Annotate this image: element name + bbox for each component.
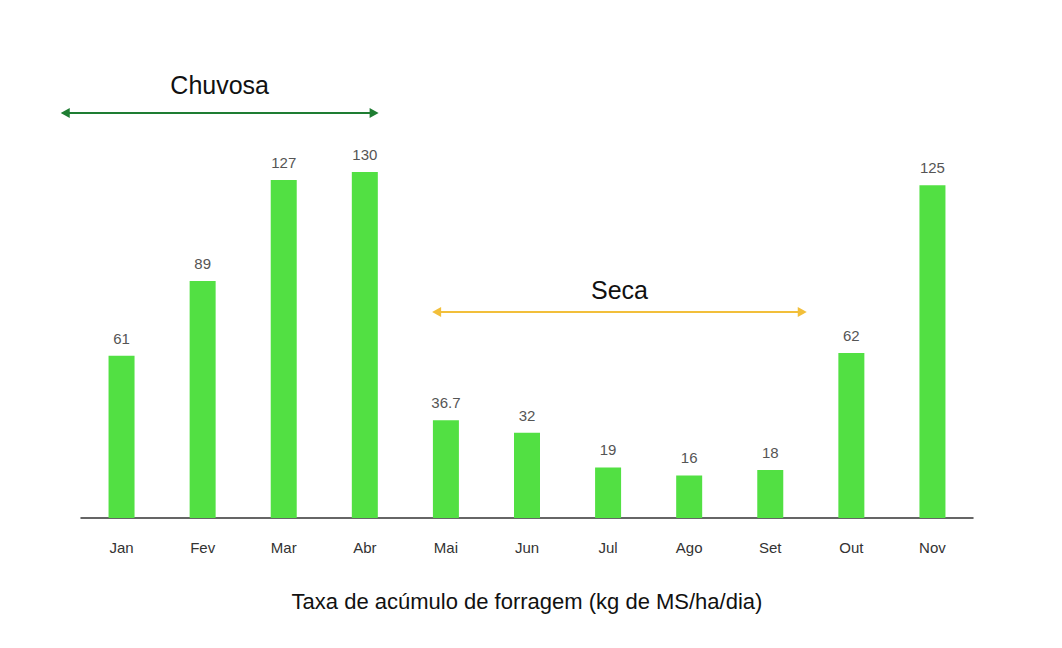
svg-text:16: 16: [681, 449, 698, 466]
svg-text:127: 127: [271, 154, 296, 171]
svg-text:19: 19: [600, 441, 617, 458]
svg-text:32: 32: [519, 407, 536, 424]
svg-text:Taxa de acúmulo de forragem (k: Taxa de acúmulo de forragem (kg de MS/ha…: [292, 589, 763, 614]
svg-text:18: 18: [762, 444, 779, 461]
svg-text:61: 61: [113, 330, 130, 347]
svg-text:Jul: Jul: [598, 539, 617, 556]
svg-text:125: 125: [920, 159, 945, 176]
svg-text:Abr: Abr: [353, 539, 376, 556]
svg-text:Nov: Nov: [919, 539, 946, 556]
svg-text:Jun: Jun: [515, 539, 539, 556]
svg-text:89: 89: [194, 255, 211, 272]
svg-text:62: 62: [843, 327, 860, 344]
svg-text:Jan: Jan: [109, 539, 133, 556]
svg-text:130: 130: [352, 146, 377, 163]
svg-text:36.7: 36.7: [431, 394, 460, 411]
svg-text:Fev: Fev: [190, 539, 216, 556]
svg-text:Mar: Mar: [271, 539, 297, 556]
svg-text:Ago: Ago: [676, 539, 703, 556]
svg-text:Out: Out: [839, 539, 864, 556]
svg-text:Mai: Mai: [434, 539, 458, 556]
svg-text:Seca: Seca: [591, 276, 648, 304]
svg-text:Set: Set: [759, 539, 782, 556]
svg-text:Chuvosa: Chuvosa: [170, 71, 269, 99]
